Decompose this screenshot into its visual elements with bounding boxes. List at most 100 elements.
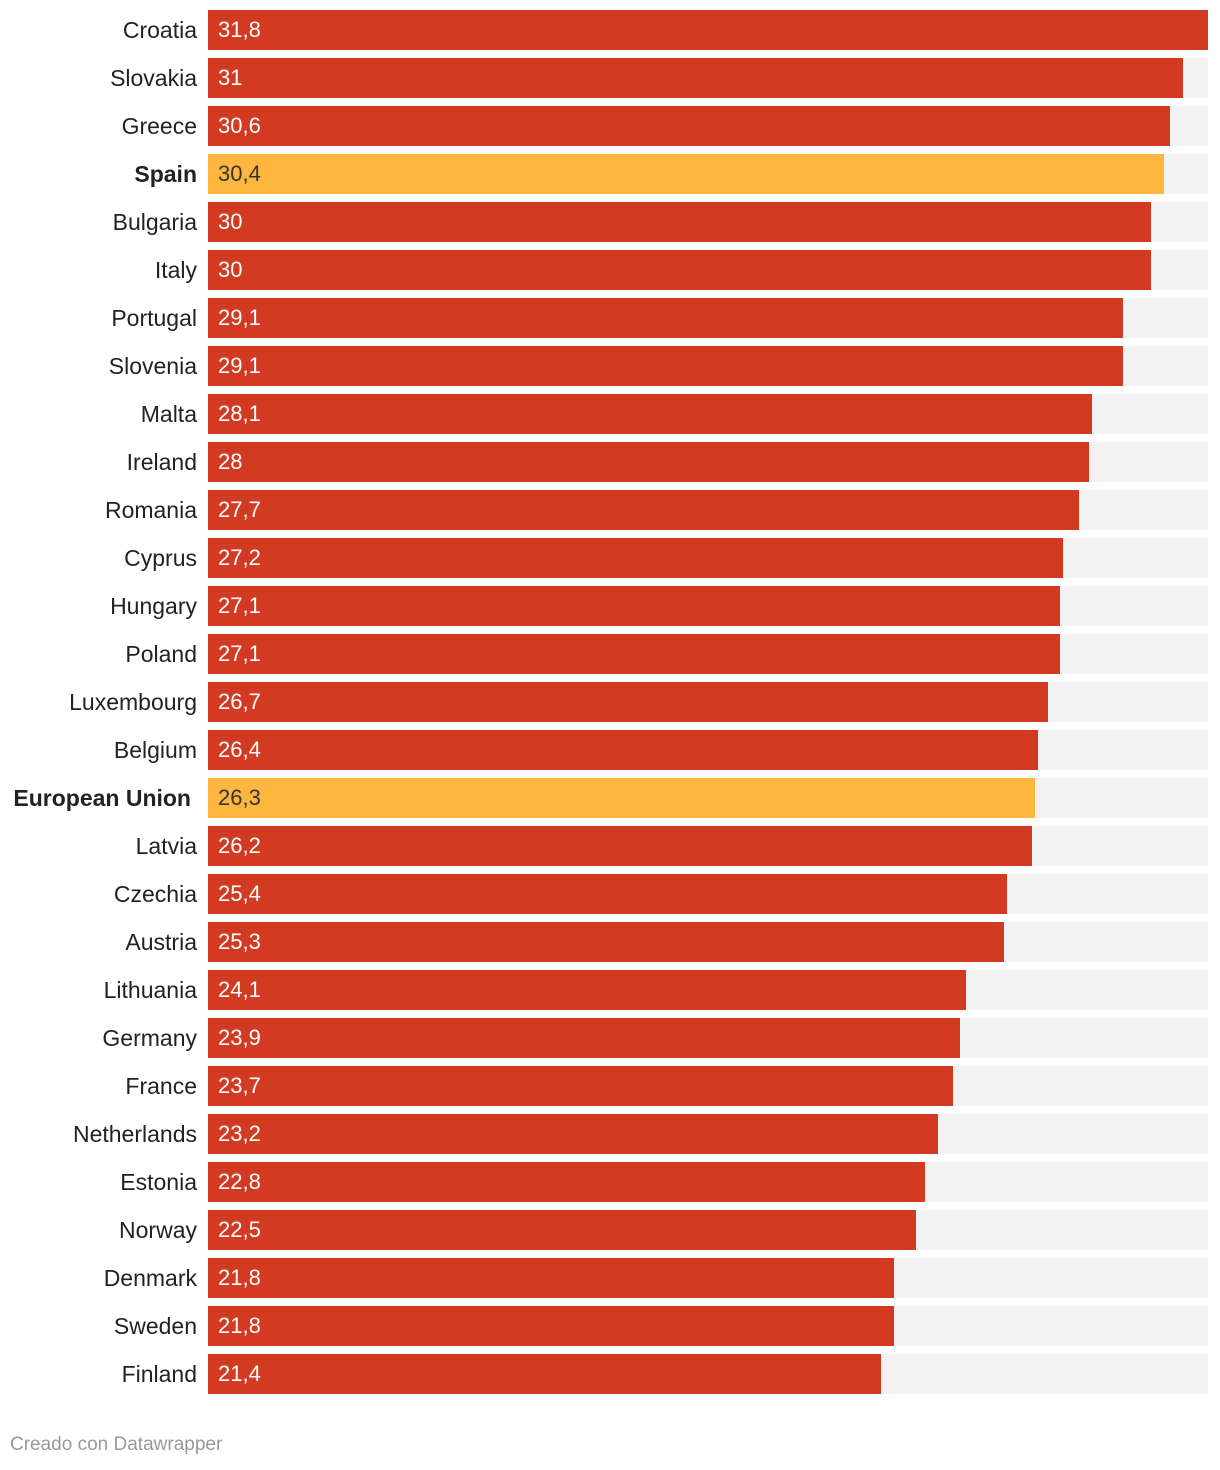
value-label: 31,8 (218, 17, 261, 42)
category-label: Ireland (126, 449, 197, 475)
bar-row: Poland 27,1 (0, 634, 1220, 674)
category-label: France (125, 1073, 197, 1099)
bar-row: France 23,7 (0, 1066, 1220, 1106)
bar (208, 1162, 925, 1202)
category-label: Greece (121, 113, 197, 139)
value-label: 30,4 (218, 161, 261, 186)
bar (208, 1258, 894, 1298)
value-label: 24,1 (218, 977, 261, 1002)
bar-row: Germany 23,9 (0, 1018, 1220, 1058)
category-label: Estonia (120, 1169, 197, 1195)
value-label: 27,2 (218, 545, 261, 570)
bar (208, 586, 1060, 626)
category-label: Croatia (122, 17, 197, 43)
bar (208, 154, 1164, 194)
bar (208, 58, 1183, 98)
bar-row: Finland 21,4 (0, 1354, 1220, 1394)
category-label: Czechia (113, 881, 197, 907)
bar (208, 490, 1079, 530)
value-label: 27,7 (218, 497, 261, 522)
category-label: Spain (134, 161, 197, 187)
bar-row: Greece 30,6 (0, 106, 1220, 146)
bar-row: Lithuania 24,1 (0, 970, 1220, 1010)
value-label: 30 (218, 209, 243, 234)
category-label: Hungary (110, 593, 197, 619)
bar-row: Spain 30,4 (0, 154, 1220, 194)
bar-row: Hungary 27,1 (0, 586, 1220, 626)
value-label: 27,1 (218, 593, 261, 618)
category-label: Poland (125, 641, 197, 667)
bar-row: Slovakia 31 (0, 58, 1220, 98)
bar (208, 874, 1007, 914)
bar-row: Czechia 25,4 (0, 874, 1220, 914)
bar (208, 1066, 953, 1106)
bar-row: Malta 28,1 (0, 394, 1220, 434)
bar-row: Cyprus 27,2 (0, 538, 1220, 578)
category-label: Austria (125, 929, 197, 955)
bar-row: Netherlands 23,2 (0, 1114, 1220, 1154)
bar-row: Austria 25,3 (0, 922, 1220, 962)
bar-row: Belgium 26,4 (0, 730, 1220, 770)
bar (208, 1210, 916, 1250)
value-label: 26,2 (218, 833, 261, 858)
value-label: 23,7 (218, 1073, 261, 1098)
value-label: 23,9 (218, 1025, 261, 1050)
credit-footer: Creado con Datawrapper (10, 1434, 223, 1455)
bar-row: Estonia 22,8 (0, 1162, 1220, 1202)
value-label: 23,2 (218, 1121, 261, 1146)
value-label: 29,1 (218, 305, 261, 330)
value-label: 27,1 (218, 641, 261, 666)
value-label: 22,5 (218, 1217, 261, 1242)
value-label: 26,4 (218, 737, 261, 762)
bar-row: Norway 22,5 (0, 1210, 1220, 1250)
bar (208, 1354, 881, 1394)
bar (208, 10, 1208, 50)
bar (208, 826, 1032, 866)
value-label: 25,3 (218, 929, 261, 954)
category-label: Latvia (135, 833, 197, 859)
category-label: Belgium (113, 737, 197, 763)
bar (208, 298, 1123, 338)
bar (208, 1306, 894, 1346)
bar-row: Ireland 28 (0, 442, 1220, 482)
bar-row: Luxembourg 26,7 (0, 682, 1220, 722)
bar-row: Bulgaria 30 (0, 202, 1220, 242)
category-label: Bulgaria (112, 209, 197, 235)
category-label: Slovakia (110, 65, 197, 91)
bar (208, 1018, 960, 1058)
value-label: 25,4 (218, 881, 261, 906)
value-label: 30 (218, 257, 243, 282)
value-label: 31 (218, 65, 243, 90)
bar-row: Italy 30 (0, 250, 1220, 290)
category-label: Slovenia (108, 353, 197, 379)
bar-row: Romania 27,7 (0, 490, 1220, 530)
bar-row: Latvia 26,2 (0, 826, 1220, 866)
bar (208, 346, 1123, 386)
category-label: Cyprus (124, 545, 197, 571)
bar (208, 970, 966, 1010)
category-label: Finland (121, 1361, 197, 1387)
category-label: Denmark (103, 1265, 197, 1291)
bar (208, 682, 1048, 722)
category-label: Sweden (113, 1313, 197, 1339)
category-label: Italy (154, 257, 197, 283)
bar (208, 250, 1151, 290)
value-label: 26,7 (218, 689, 261, 714)
bar (208, 538, 1063, 578)
category-label: Netherlands (72, 1121, 197, 1147)
value-label: 22,8 (218, 1169, 261, 1194)
bar (208, 394, 1092, 434)
value-label: 21,8 (218, 1265, 261, 1290)
value-label: 30,6 (218, 113, 261, 138)
category-label: Portugal (111, 305, 197, 331)
bar-row: Croatia 31,8 (0, 10, 1220, 50)
category-label: Norway (119, 1217, 197, 1243)
value-label: 29,1 (218, 353, 261, 378)
bar-row: Sweden 21,8 (0, 1306, 1220, 1346)
bar (208, 442, 1089, 482)
category-label: Romania (104, 497, 197, 523)
category-label: Germany (102, 1025, 197, 1051)
bar-row: Portugal 29,1 (0, 298, 1220, 338)
bar-row: Denmark 21,8 (0, 1258, 1220, 1298)
bar (208, 730, 1038, 770)
